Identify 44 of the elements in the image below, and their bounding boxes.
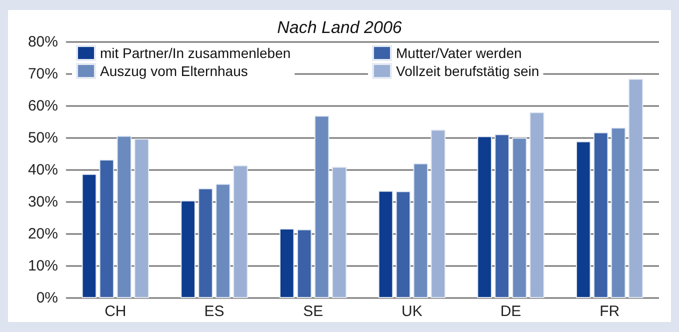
y-tick-label: 70% <box>28 66 58 82</box>
chart-title: Nach Land 2006 <box>277 18 402 37</box>
legend-label: Mutter/Vater werden <box>396 45 522 61</box>
bar <box>576 141 591 298</box>
y-tick-label: 30% <box>28 194 58 210</box>
y-tick-label: 60% <box>28 98 58 114</box>
bar <box>134 138 150 298</box>
bar <box>396 191 411 298</box>
legend-label: Vollzeit berufstätig sein <box>396 63 540 79</box>
x-tick-label: CH <box>104 303 126 320</box>
y-tick-label: 20% <box>28 226 58 242</box>
bar <box>314 116 330 298</box>
bar <box>628 78 644 298</box>
x-tick-label: DE <box>500 303 522 320</box>
bar <box>233 165 248 298</box>
bar <box>180 200 196 298</box>
y-tick-label: 0% <box>36 290 58 306</box>
legend-label: Auszug vom Elternhaus <box>100 63 248 79</box>
bar <box>512 138 527 298</box>
bar <box>477 136 492 298</box>
x-tick-label: SE <box>303 303 324 320</box>
bar <box>413 163 428 298</box>
legend-label: mit Partner/In zusammenleben <box>100 45 291 61</box>
x-tick-label: UK <box>401 303 422 320</box>
bar <box>610 127 626 298</box>
bar <box>99 159 114 298</box>
bar <box>332 166 347 298</box>
bar <box>494 134 510 298</box>
y-tick-label: 50% <box>28 130 58 146</box>
y-tick-label: 40% <box>28 162 58 178</box>
y-tick-label: 10% <box>28 258 58 274</box>
x-tick-label: FR <box>600 303 620 320</box>
bar <box>198 188 213 298</box>
bar <box>82 174 97 298</box>
bar <box>430 130 446 298</box>
bar <box>378 190 394 298</box>
bar <box>279 228 294 298</box>
bar <box>530 112 544 298</box>
bar <box>593 132 608 298</box>
x-tick-label: ES <box>204 303 224 320</box>
y-tick-label: 80% <box>28 34 58 50</box>
bar <box>216 184 230 298</box>
bar <box>296 229 312 298</box>
bar <box>116 136 132 298</box>
